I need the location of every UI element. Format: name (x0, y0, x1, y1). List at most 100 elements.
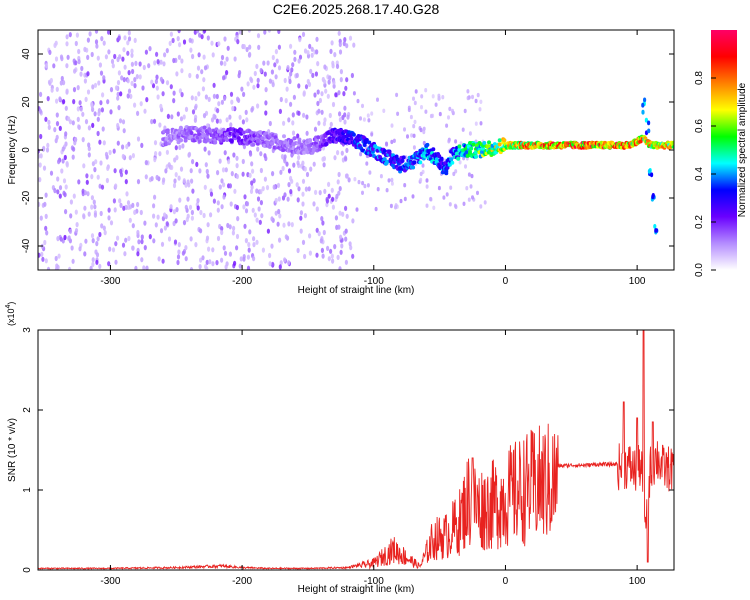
spectrogram-noise-mark (124, 169, 128, 175)
spectrogram-noise-mark (43, 201, 47, 207)
spectrogram-noise-mark (468, 131, 472, 136)
spectrogram-noise-mark (153, 60, 157, 66)
spectrogram-noise-mark (204, 162, 208, 168)
spectrogram-noise-mark (323, 117, 327, 123)
spectrogram-noise-mark (100, 107, 104, 113)
spectrogram-noise-mark (74, 228, 79, 234)
spectrogram-noise-mark (216, 200, 220, 206)
spectrogram-noise-mark (224, 264, 228, 270)
spectrogram-noise-mark (271, 54, 275, 61)
spectrogram-noise-mark (127, 88, 132, 94)
spectrogram-noise-mark (336, 254, 340, 260)
spectrogram-noise-mark (245, 201, 250, 207)
spectrogram-ridge-mark (349, 136, 354, 141)
spectrogram-noise-mark (85, 179, 89, 185)
spectrogram-noise-mark (326, 93, 330, 99)
spectrogram-noise-mark (471, 94, 474, 100)
spectrogram-ridge-mark (387, 150, 392, 154)
spectrogram-noise-mark (190, 215, 194, 221)
spectrogram-noise-mark (55, 86, 59, 92)
spectrogram-noise-mark (205, 168, 209, 175)
spectrogram-noise-mark (409, 114, 413, 120)
spectrogram-noise-mark (71, 154, 75, 160)
spectrogram-noise-mark (93, 212, 97, 218)
spectrogram-ridge-mark (425, 142, 430, 147)
spectrogram-noise-mark (195, 161, 199, 167)
spectrogram-noise-mark (309, 68, 313, 74)
spectrogram-noise-mark (100, 184, 105, 190)
spectrogram-noise-mark (315, 36, 319, 42)
spectrogram-noise-mark (107, 30, 111, 35)
spectrogram-noise-mark (315, 206, 319, 212)
spectrogram-noise-mark (438, 111, 442, 117)
spectrogram-noise-mark (223, 95, 227, 101)
spectrogram-noise-mark (177, 242, 181, 248)
spectrogram-noise-mark (98, 263, 102, 269)
spectrogram-noise-mark (240, 86, 244, 92)
spectrogram-noise-mark (253, 212, 257, 218)
spectrogram-noise-mark (61, 146, 65, 152)
spectrogram-noise-mark (276, 221, 280, 227)
spectrogram-noise-mark (87, 152, 91, 158)
spectrogram-noise-mark (44, 192, 48, 198)
spectrogram-noise-mark (316, 100, 320, 107)
spectrogram-ridge-mark (178, 138, 183, 143)
spectrogram-noise-mark (338, 186, 342, 192)
spectrogram-ridge-mark (229, 138, 234, 143)
spectrogram-noise-mark (98, 231, 102, 238)
spectrogram-ridge-mark (469, 146, 474, 151)
spectrogram-noise-mark (362, 117, 366, 122)
spectrogram-noise-mark (356, 98, 360, 104)
spectrogram-ridge-mark (251, 142, 256, 147)
spectrogram-noise-mark (206, 35, 210, 41)
spectrogram-noise-mark (278, 264, 282, 270)
spectrogram-noise-mark (277, 30, 281, 34)
spectrogram-noise-mark (158, 122, 162, 128)
spectrogram-noise-mark (246, 254, 250, 260)
spectrogram-ridge-mark (431, 147, 436, 152)
spectrogram-y-tick-label: 20 (21, 96, 32, 108)
spectrogram-noise-mark (109, 220, 114, 226)
spectrogram-noise-mark (308, 43, 312, 50)
spectrogram-noise-mark (343, 105, 347, 111)
spectrogram-noise-mark (245, 117, 249, 123)
spectrogram-noise-mark (223, 250, 228, 256)
spectrogram-noise-mark (312, 201, 316, 207)
spectrogram-noise-mark (128, 217, 132, 223)
spectrogram-noise-mark (106, 99, 110, 105)
colorbar-tick-label: 0.8 (694, 71, 705, 85)
spectrogram-noise-mark (259, 200, 263, 206)
spectrogram-noise-mark (150, 79, 154, 85)
spectrogram-noise-mark (442, 195, 446, 200)
spectrogram-noise-mark (176, 259, 180, 266)
spectrogram-noise-mark (44, 225, 48, 231)
spectrogram-noise-mark (422, 129, 426, 135)
spectrogram-noise-mark (60, 75, 64, 82)
spectrogram-noise-mark (176, 111, 180, 117)
spectrogram-noise-mark (126, 78, 130, 84)
spectrogram-noise-mark (338, 41, 342, 48)
spectrogram-noise-mark (390, 177, 394, 183)
spectrogram-noise-mark (136, 136, 141, 142)
spectrogram-noise-mark (331, 101, 336, 108)
spectrogram-noise-mark (307, 81, 312, 87)
spectrogram-noise-mark (336, 179, 340, 185)
spectrogram-noise-mark (153, 157, 157, 163)
spectrogram-noise-mark (365, 161, 369, 166)
spectrogram-noise-mark (119, 91, 123, 97)
spectrogram-noise-mark (220, 204, 224, 210)
spectrogram-noise-mark (257, 44, 261, 51)
spectrogram-noise-mark (77, 59, 81, 65)
spectrogram-noise-mark (180, 58, 184, 64)
spectrogram-x-tick-label: 100 (629, 276, 646, 287)
spectrogram-noise-mark (136, 110, 140, 116)
spectrogram-noise-mark (145, 97, 149, 103)
spectrogram-noise-mark (101, 92, 105, 98)
spectrogram-noise-mark (305, 114, 309, 120)
spectrogram-noise-mark (55, 134, 59, 140)
spectrogram-noise-mark (227, 159, 231, 165)
spectrogram-noise-mark (55, 112, 59, 118)
spectrogram-noise-mark (319, 238, 323, 244)
spectrogram-noise-mark (119, 168, 123, 174)
spectrogram-noise-mark (235, 173, 239, 180)
